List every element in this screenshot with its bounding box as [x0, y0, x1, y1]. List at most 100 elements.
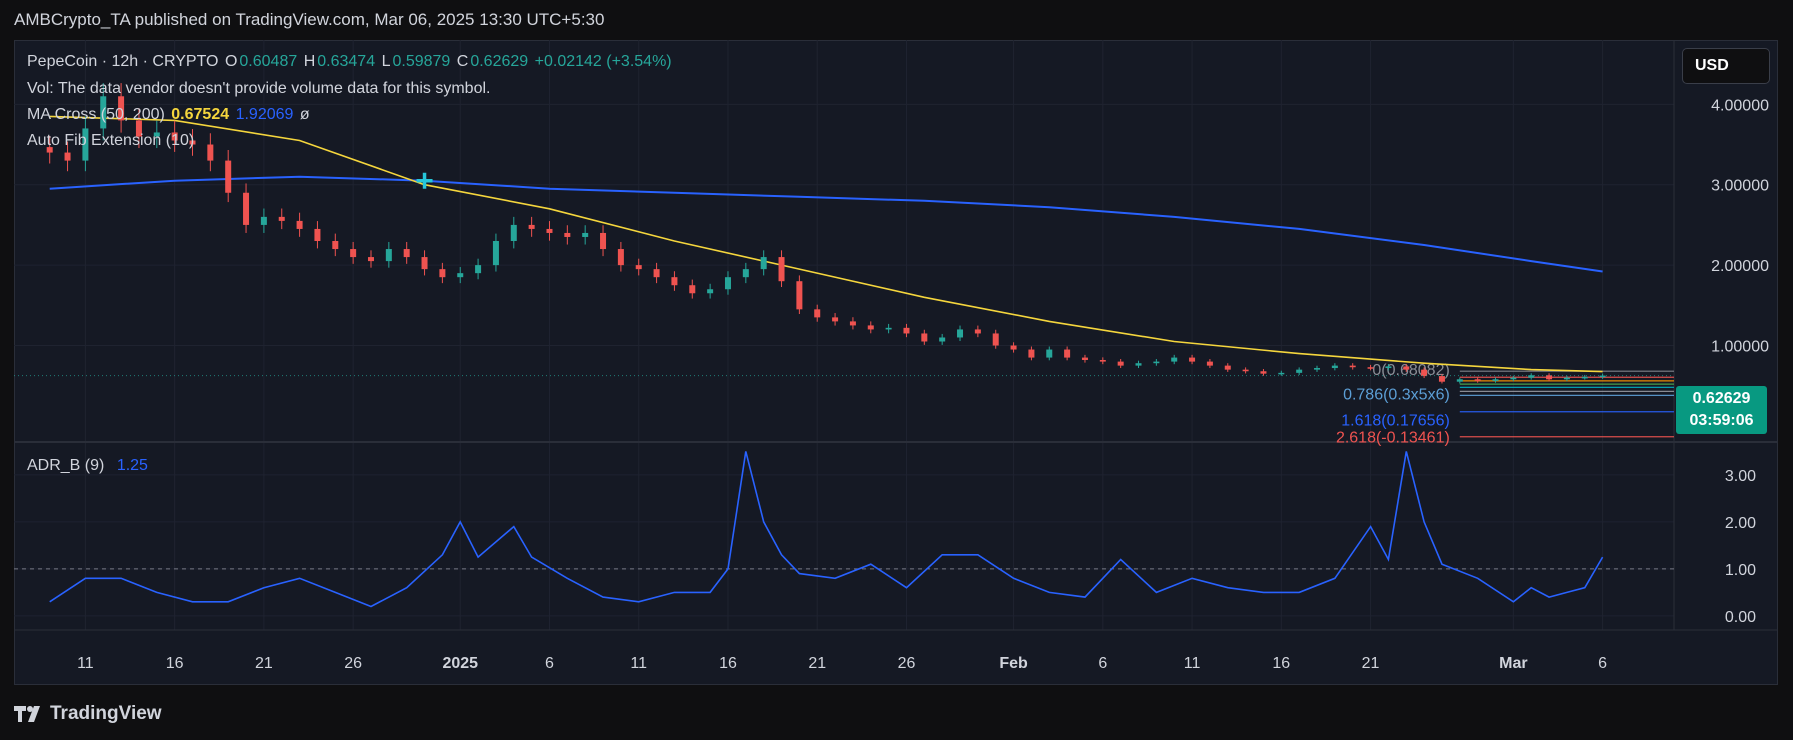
low-label: L [381, 53, 391, 70]
x-axis-tick-label: 26 [344, 655, 362, 672]
adr-legend-row[interactable]: ADR_B (9) 1.25 [27, 457, 150, 475]
candle-body [671, 277, 678, 286]
ma-cross-row[interactable]: MA Cross (50, 200) 0.67524 1.92069 ø [27, 106, 312, 124]
candle-body [207, 144, 214, 161]
candle-body [1099, 359, 1106, 362]
candle-body [1064, 349, 1071, 358]
adr-y-axis-tick-label: 3.00 [1725, 468, 1756, 485]
candle-body [885, 327, 892, 330]
price-chart[interactable]: 1.00000 2.00000 3.00000 4.00000 0.00 1.00 2.00… [14, 40, 1778, 685]
candle-body [1367, 367, 1374, 369]
x-axis-tick-label: 6 [545, 655, 554, 672]
last-price-value: 0.62629 [1692, 390, 1751, 407]
x-axis-tick-label: 6 [1598, 655, 1607, 672]
candle-body [617, 249, 624, 266]
fib-level-label: 0(0.68082) [1372, 362, 1449, 379]
candle-body [1046, 349, 1053, 358]
low-value: 0.59879 [392, 53, 451, 70]
tradingview-logo-icon [14, 705, 40, 722]
ma-slow-line [49, 175, 1603, 273]
candle-body [1242, 369, 1249, 372]
currency-button[interactable]: USD [1682, 48, 1770, 84]
candle-body [849, 321, 856, 326]
candle-body [903, 327, 910, 334]
candle-body [832, 317, 839, 322]
candle-body [867, 325, 874, 330]
candle-body [510, 224, 517, 241]
candle-body [439, 269, 446, 278]
candle-body [1010, 345, 1017, 350]
x-axis-tick-label: 16 [719, 655, 737, 672]
candle-body [778, 257, 785, 282]
symbol-label[interactable]: PepeCoin · 12h · CRYPTO [27, 53, 219, 70]
candle-body [100, 96, 107, 129]
candle-body [957, 329, 964, 338]
x-axis-tick-label: Mar [1499, 655, 1527, 672]
ma-fast-value: 0.67524 [171, 106, 230, 123]
chart-frame [14, 40, 1778, 685]
high-label: H [303, 53, 316, 70]
ma-extra-icon: ø [299, 106, 310, 123]
ma-slow-value: 1.92069 [235, 106, 294, 123]
y-axis-tick-label: 1.00000 [1711, 339, 1769, 356]
candle-body [260, 216, 267, 225]
candle-body [1492, 379, 1499, 381]
candle-body [296, 220, 303, 229]
candle-body [582, 232, 589, 237]
x-axis-tick-label: 21 [255, 655, 273, 672]
y-axis-tick-label: 3.00000 [1711, 178, 1769, 195]
open-value: 0.60487 [239, 53, 298, 70]
last-price-tag: 0.62629 03:59:06 [1676, 386, 1767, 434]
volume-note: Vol: The data vendor doesn't provide vol… [27, 80, 491, 97]
publisher-header: AMBCrypto_TA published on TradingView.co… [14, 10, 605, 29]
candle-body [1528, 375, 1535, 378]
tradingview-footer[interactable]: TradingView [14, 697, 162, 731]
ma-cross-marker [416, 172, 433, 189]
candle-body [403, 249, 410, 258]
candle-body [1349, 365, 1356, 368]
candle-body [1117, 361, 1124, 366]
candle-body [921, 333, 928, 342]
candle-body [724, 277, 731, 290]
candle-body [1171, 357, 1178, 362]
candle-body [46, 147, 53, 153]
open-label: O [224, 53, 238, 70]
candle-body [635, 265, 642, 270]
candle-body [457, 273, 464, 278]
close-value: 0.62629 [470, 53, 529, 70]
candle-body [546, 228, 553, 233]
candle-body [1278, 372, 1285, 375]
candle-body [475, 265, 482, 274]
candle-body [1081, 357, 1088, 360]
fib-extension-label[interactable]: Auto Fib Extension (10) [27, 132, 195, 149]
candle-body [564, 232, 571, 237]
x-axis-tick-label: 11 [630, 655, 647, 672]
change-value: +0.02142 (+3.54%) [534, 53, 672, 70]
candle-body [1599, 375, 1606, 378]
adr-y-axis-tick-label: 2.00 [1725, 515, 1756, 532]
x-axis-tick-label: 21 [808, 655, 826, 672]
candle-body [1206, 361, 1213, 366]
candle-body [760, 257, 767, 270]
adr-line [49, 451, 1604, 608]
candle-body [1510, 377, 1517, 380]
adr-y-axis-tick-label: 0.00 [1725, 609, 1756, 626]
candle-body [796, 281, 803, 310]
candle-body [367, 257, 374, 262]
candle-body [939, 337, 946, 342]
candle-body [814, 309, 821, 318]
candle-body [82, 128, 89, 161]
bar-countdown: 03:59:06 [1689, 412, 1754, 429]
candle-body [385, 249, 392, 262]
fib-level-label: 0.786(0.3x5x6) [1343, 386, 1450, 403]
candle-body [1438, 376, 1445, 382]
candle-body [689, 285, 696, 294]
candle-body [1314, 368, 1321, 370]
candle-body [528, 224, 535, 229]
fib-level-label: 2.618(-0.13461) [1336, 430, 1450, 447]
candle-body [153, 132, 160, 137]
candle-body [278, 216, 285, 221]
candle-body [1028, 349, 1035, 358]
candle-body [1153, 361, 1160, 364]
adr-y-axis-tick-label: 1.00 [1725, 562, 1756, 579]
